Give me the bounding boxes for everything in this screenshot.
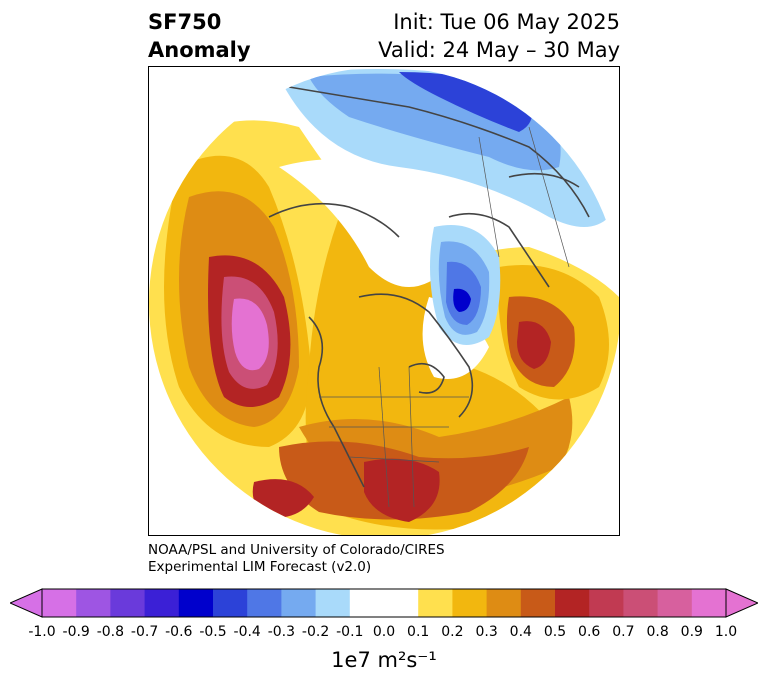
colorbar-cell (691, 589, 727, 617)
colorbar-tick-label: -0.3 (267, 624, 296, 640)
colorbar-cell (42, 589, 77, 617)
scandinavia-trough-min (453, 288, 471, 312)
credit-line-2: Experimental LIM Forecast (v2.0) (148, 559, 372, 575)
map-title: SF750 Anomaly (148, 8, 251, 64)
map-disk (149, 67, 619, 535)
colorbar-tick-label: 0.8 (646, 624, 669, 640)
forecast-dates: Init: Tue 06 May 2025 Valid: 24 May – 30… (378, 8, 620, 64)
colorbar-tick-label: 0.2 (441, 624, 464, 640)
colorbar-cell (315, 589, 351, 617)
colorbar-tick-label: -0.4 (233, 624, 261, 640)
valid-range: Valid: 24 May – 30 May (378, 38, 620, 62)
coastlines (268, 86, 590, 488)
neutral-arctic (279, 159, 462, 287)
colorbar-extend-high (725, 588, 758, 618)
colorbar-cell (213, 589, 248, 617)
colorbar-cell (418, 589, 453, 617)
colorbar-tick-label: -0.9 (62, 624, 90, 640)
title-subtitle: Anomaly (148, 38, 251, 62)
colorbar-tick-label: 0.0 (372, 624, 396, 640)
colorbar-tick-label: -1.0 (28, 624, 56, 640)
colorbar-cell (657, 589, 693, 617)
colorbar-tick-label: 0.4 (509, 624, 532, 640)
borders (319, 126, 570, 508)
colorbar-tick-label: -0.8 (96, 624, 125, 640)
colorbar-cell (178, 589, 214, 617)
colorbar-cell (452, 589, 488, 617)
credit-text: NOAA/PSL and University of Colorado/CIRE… (148, 542, 445, 576)
colorbar-tick-label: 1.0 (714, 624, 738, 640)
europe-ridge-06 (517, 321, 551, 369)
us-ridge-06 (364, 458, 440, 522)
colorbar-tick-label: -0.7 (130, 624, 159, 640)
colorbar-cell (623, 589, 659, 617)
colorbar-cells (42, 589, 727, 617)
colorbar-outline (41, 588, 727, 618)
title-variable: SF750 (148, 10, 222, 34)
colorbar-cell (76, 589, 111, 617)
anomaly-map (149, 67, 619, 535)
colorbar-extend-low (10, 588, 43, 618)
colorbar-tick-label: -0.2 (301, 624, 330, 640)
colorbar-cell (247, 589, 282, 617)
colorbar-tick-label: -0.1 (336, 624, 364, 640)
colorbar-cell (144, 589, 180, 617)
colorbar-tick-label: 0.9 (680, 624, 703, 640)
colorbar-units: 1e7 m²s⁻¹ (331, 648, 437, 672)
colorbar-cell (555, 589, 590, 617)
colorbar-cell (486, 589, 522, 617)
map-panel (148, 66, 620, 536)
colorbar-tick-label: 0.1 (407, 624, 430, 640)
colorbar-cell (110, 589, 146, 617)
colorbar-ticks: -1.0 -0.9 -0.8 -0.7 -0.6 -0.5 -0.4 -0.3 -0.2 -0.1… (0, 624, 768, 644)
credit-line-1: NOAA/PSL and University of Colorado/CIRE… (148, 542, 445, 558)
colorbar-cell (589, 589, 624, 617)
colorbar-cell (520, 589, 556, 617)
pacific-ridge-09 (231, 298, 269, 371)
init-date: Init: Tue 06 May 2025 (393, 10, 620, 34)
colorbar-tick-label: -0.6 (165, 624, 193, 640)
colorbar-tick-label: 0.7 (612, 624, 635, 640)
colorbar-tick-label: 0.3 (475, 624, 498, 640)
colorbar (10, 588, 758, 618)
colorbar-cell (281, 589, 317, 617)
colorbar-cell (349, 589, 385, 617)
colorbar-cell (384, 589, 419, 617)
colorbar-tick-label: 0.6 (578, 624, 601, 640)
colorbar-tick-label: -0.5 (199, 624, 227, 640)
colorbar-tick-label: 0.5 (543, 624, 567, 640)
